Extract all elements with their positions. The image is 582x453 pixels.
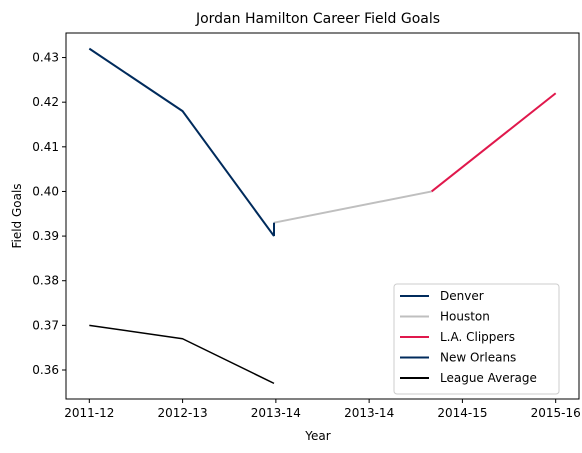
series-line-2 [431, 92, 557, 193]
series-line-1 [273, 190, 432, 224]
legend-box [393, 283, 560, 395]
legend: Denver Houston L.A. Clippers New Orleans Lea… [393, 283, 560, 395]
x-tick-label-5: 2015-16 [531, 406, 581, 420]
plot-area [88, 47, 557, 385]
y-tick-label-2: 0.38 [32, 274, 59, 288]
y-axis-label: Field Goals [10, 183, 24, 248]
x-tick-label-0: 2011-12 [64, 406, 114, 420]
chart-title: Jordan Hamilton Career Field Goals [195, 11, 440, 27]
x-axis: 2011-12 2012-13 2013-14 2013-14 2014-15 2015-… [64, 399, 581, 420]
y-tick-label-4: 0.40 [32, 184, 59, 198]
series-line-4 [89, 324, 275, 385]
x-tick-label-4: 2014-15 [437, 406, 487, 420]
legend-label-4: League Average [440, 371, 537, 385]
x-tick-label-2: 2013-14 [251, 406, 301, 420]
legend-label-2: L.A. Clippers [440, 330, 515, 344]
y-tick-label-6: 0.42 [32, 95, 59, 109]
series-line-0 [88, 47, 275, 237]
y-tick-label-0: 0.36 [32, 363, 59, 377]
y-tick-label-3: 0.39 [32, 229, 59, 243]
x-tick-label-3: 2013-14 [344, 406, 394, 420]
x-tick-label-1: 2012-13 [158, 406, 208, 420]
y-axis: 0.36 0.37 0.38 0.39 0.40 0.41 0.42 0.43 [32, 51, 66, 377]
plot-frame [65, 32, 580, 400]
y-tick-label-1: 0.37 [32, 318, 59, 332]
legend-label-0: Denver [440, 289, 484, 303]
y-tick-label-5: 0.41 [32, 140, 59, 154]
legend-label-3: New Orleans [440, 351, 516, 365]
legend-label-1: Houston [440, 310, 490, 324]
x-axis-label: Year [304, 429, 330, 443]
y-tick-label-7: 0.43 [32, 51, 59, 65]
